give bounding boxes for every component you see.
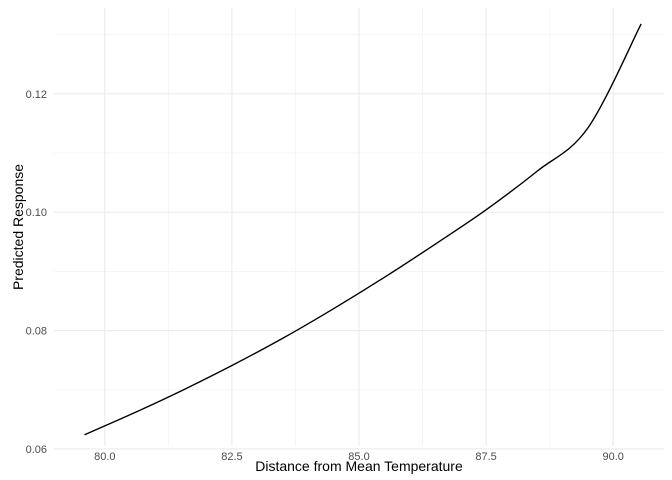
- y-tick-label: 0.12: [26, 89, 47, 101]
- series-layer: [84, 23, 642, 436]
- x-axis-title: Distance from Mean Temperature: [255, 458, 463, 474]
- y-tick-label: 0.10: [26, 207, 47, 219]
- x-tick-label: 87.5: [475, 451, 496, 463]
- x-tick-label: 90.0: [602, 451, 623, 463]
- x-tick-label: 85.0: [348, 451, 369, 463]
- major-gridlines: [54, 8, 664, 450]
- x-axis-tick-labels: 80.0 82.5 85.0 87.5 90.0: [94, 451, 624, 463]
- y-axis-title: Predicted Response: [10, 164, 26, 290]
- y-tick-label: 0.08: [26, 326, 47, 338]
- y-tick-label: 0.06: [26, 444, 47, 456]
- y-axis-tick-labels: 0.06 0.08 0.10 0.12: [26, 89, 47, 456]
- x-tick-label: 82.5: [221, 451, 242, 463]
- series-line: [84, 23, 642, 436]
- x-tick-label: 80.0: [94, 451, 115, 463]
